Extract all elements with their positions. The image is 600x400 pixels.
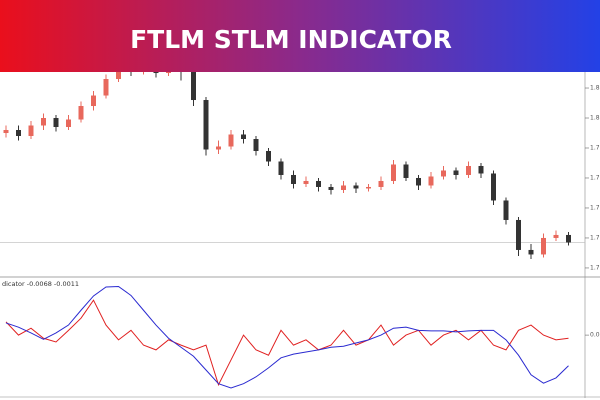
candle-body [116, 70, 121, 80]
candle-body [66, 119, 71, 128]
candle-body [291, 174, 296, 184]
candle-body [191, 71, 196, 101]
candle-body [203, 100, 209, 150]
candle-body [228, 134, 234, 147]
candle-body [566, 234, 571, 243]
candle-body [491, 173, 496, 201]
candle-body [516, 219, 521, 250]
candle-body [78, 106, 84, 120]
indicator-label: dicator -0.0068 -0.0011 [2, 280, 79, 288]
candle-body [453, 170, 459, 175]
indicator-line [5, 299, 569, 387]
candle-body [216, 146, 221, 150]
y-tick-label: 0.0 [590, 332, 600, 339]
y-tick-label: 1.7 [590, 264, 600, 271]
candle-body [366, 186, 371, 189]
candle-body [303, 180, 309, 184]
candle-body [416, 177, 421, 186]
candle-body [541, 237, 546, 255]
y-tick-label: 1.7 [590, 204, 600, 211]
indicator-line [5, 285, 569, 389]
y-tick-label: 1.7 [590, 144, 600, 151]
candle-body [41, 118, 46, 126]
candle-body [403, 164, 409, 178]
candle-body [391, 164, 396, 181]
candle-body [266, 150, 271, 162]
y-tick-label: 1.7 [590, 234, 600, 241]
candle-body [353, 185, 359, 189]
candle-body [103, 79, 109, 96]
candle-body [528, 249, 534, 255]
banner-title: FTLM STLM INDICATOR [130, 25, 452, 54]
y-tick-label: 1.8 [590, 85, 600, 92]
candle-body [378, 180, 384, 187]
banner [0, 0, 600, 72]
candle-body [441, 170, 446, 177]
candle-body [503, 200, 509, 220]
candle-body [3, 130, 9, 134]
candle-body [328, 186, 334, 190]
candle-body [316, 180, 321, 187]
candle-body [253, 138, 259, 151]
candle-body [278, 161, 284, 175]
candle-body [428, 176, 434, 186]
candle-body [91, 95, 96, 107]
candle-body [16, 130, 21, 137]
plot-layer: 1.8 1.8 1.7 1.7 1.7 1.7 1.7 dicator -0.0068 -0.… [0, 62, 600, 389]
candle-body [28, 125, 34, 137]
candle-body [241, 134, 246, 139]
candle-body [466, 165, 471, 175]
candle-body [553, 234, 559, 238]
candle-body [478, 165, 484, 174]
y-tick-label: 1.8 [590, 115, 600, 122]
y-tick-label: 1.7 [590, 174, 600, 181]
candle-body [341, 185, 346, 190]
candle-body [53, 118, 59, 128]
